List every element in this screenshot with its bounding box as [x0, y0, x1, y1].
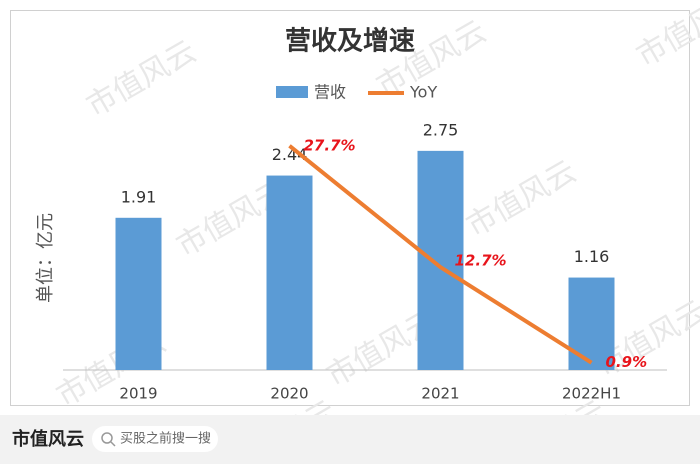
data-label: 1.16: [574, 247, 610, 266]
data-label: 0.9%: [606, 353, 648, 371]
legend-label: 营收: [314, 83, 346, 102]
chart-title: 营收及增速: [285, 26, 415, 57]
legend-label: YoY: [409, 83, 437, 102]
line: [288, 144, 593, 365]
bar: [266, 175, 313, 370]
y-axis-label: 单位：亿元: [35, 213, 56, 303]
legend-swatch: [276, 86, 308, 98]
x-tick-label: 2020: [270, 385, 308, 403]
search-icon-handle: [110, 441, 116, 447]
data-label: 2.44: [272, 145, 308, 164]
x-tick-label: 2021: [421, 385, 459, 403]
data-label: 27.7%: [304, 136, 356, 154]
bar: [417, 150, 464, 370]
data-label: 12.7%: [455, 252, 507, 270]
x-tick-label: 2019: [119, 385, 157, 403]
data-label: 2.75: [423, 120, 459, 139]
bar: [115, 217, 162, 370]
search-text: 买股之前搜一搜: [120, 431, 211, 447]
data-label: 1.91: [121, 187, 157, 206]
search-box[interactable]: [92, 426, 218, 452]
x-tick-label: 2022H1: [562, 385, 621, 403]
search-icon: [101, 432, 113, 444]
brand: 市值风云: [12, 428, 84, 450]
